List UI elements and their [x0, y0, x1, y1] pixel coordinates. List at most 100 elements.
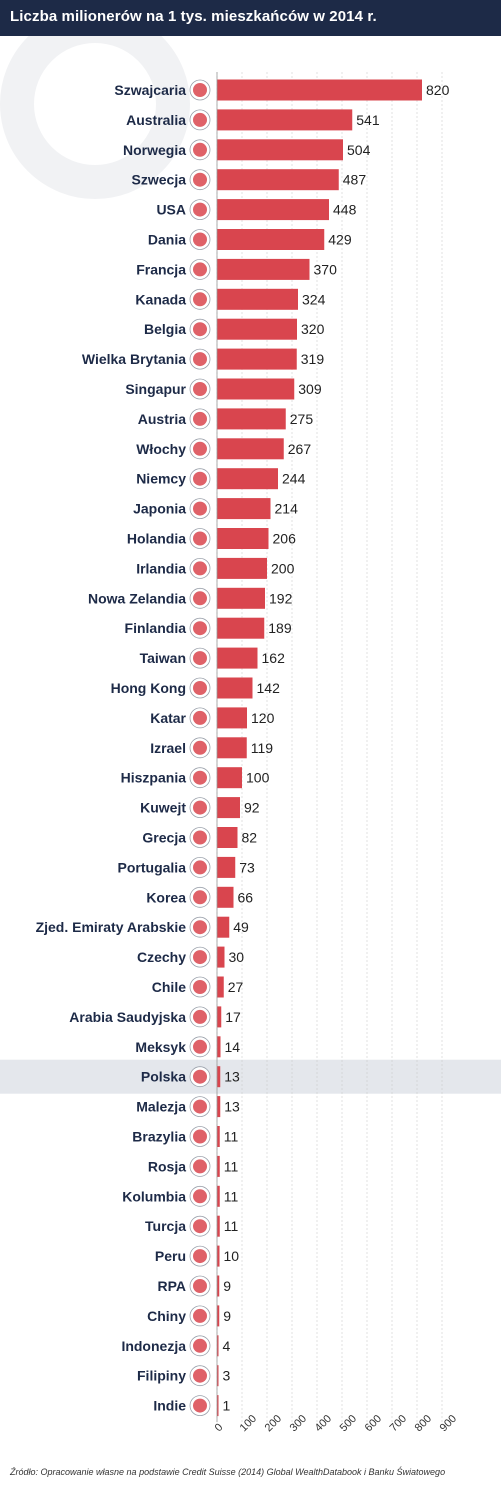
flag-emblem — [193, 740, 207, 755]
value-label: 11 — [224, 1218, 239, 1234]
value-label: 142 — [257, 680, 281, 696]
flag-emblem — [193, 800, 207, 815]
category-label: Hiszpania — [121, 770, 187, 786]
category-label: Niemcy — [136, 471, 186, 487]
bar — [217, 528, 269, 549]
taiwan-flag-icon — [189, 647, 211, 669]
category-label: Chile — [152, 979, 186, 995]
bar — [217, 647, 258, 669]
bar-chart: 0 100 200 300 400 500 600 700 800 900820Szwajcari… — [0, 36, 501, 1434]
category-label: Chiny — [147, 1308, 186, 1324]
bar — [217, 886, 234, 908]
category-label: USA — [156, 202, 186, 218]
x-tick-label: 100 — [238, 1413, 259, 1434]
flag-emblem — [193, 262, 207, 277]
japan-flag-icon — [189, 498, 211, 520]
denmark-flag-icon — [189, 229, 211, 250]
bar — [217, 976, 224, 998]
flag-emblem — [193, 1219, 207, 1234]
value-label: 275 — [290, 411, 314, 427]
value-label: 1 — [223, 1398, 231, 1414]
bar — [217, 737, 247, 759]
category-label: Grecja — [142, 830, 186, 846]
flag-emblem — [193, 1308, 207, 1323]
flag-emblem — [193, 1279, 207, 1293]
value-label: 73 — [239, 859, 255, 875]
flag-emblem — [193, 890, 207, 905]
italy-flag-icon — [189, 438, 211, 460]
category-label: Japonia — [133, 501, 186, 517]
value-label: 244 — [282, 471, 306, 487]
category-label: Peru — [155, 1248, 186, 1264]
value-label: 448 — [333, 202, 357, 218]
category-label: Rosja — [148, 1158, 186, 1174]
flag-emblem — [193, 950, 207, 965]
category-label: Kolumbia — [122, 1188, 186, 1204]
bar — [217, 408, 286, 430]
value-label: 820 — [426, 82, 450, 98]
x-tick-label: 700 — [388, 1413, 409, 1434]
ireland-flag-icon — [189, 558, 211, 579]
category-label: Kanada — [135, 291, 186, 307]
category-label: Austria — [138, 411, 186, 427]
value-label: 429 — [328, 232, 352, 248]
value-label: 13 — [224, 1099, 240, 1115]
russia-flag-icon — [189, 1156, 211, 1177]
value-label: 319 — [301, 351, 325, 367]
bar — [217, 1275, 220, 1297]
flag-emblem — [193, 1099, 207, 1114]
flag-emblem — [193, 411, 207, 426]
flag-emblem — [193, 1249, 207, 1264]
source-note: Źródło: Opracowanie własne na podstawie … — [10, 1467, 446, 1477]
category-label: Belgia — [144, 321, 186, 337]
highlight-row-band — [0, 1059, 501, 1094]
flag-emblem — [193, 531, 207, 546]
x-tick-label: 800 — [413, 1413, 434, 1434]
category-label: Portugalia — [118, 859, 187, 875]
value-label: 3 — [223, 1368, 231, 1384]
norway-flag-icon — [189, 139, 211, 161]
x-tick-label: 300 — [288, 1413, 309, 1434]
bar — [217, 1006, 222, 1028]
category-label: Australia — [126, 112, 186, 128]
sweden-flag-icon — [189, 169, 211, 191]
category-label: Turcja — [145, 1218, 186, 1234]
spain-flag-icon — [189, 767, 211, 789]
category-label: Czechy — [137, 949, 186, 965]
flag-emblem — [193, 1069, 207, 1084]
flag-emblem — [193, 860, 207, 875]
value-label: 309 — [298, 381, 322, 397]
category-label: Holandia — [127, 531, 186, 547]
flag-emblem — [193, 322, 207, 337]
category-label: Indonezja — [121, 1338, 186, 1354]
category-label: Indie — [153, 1398, 186, 1414]
india-flag-icon — [189, 1395, 211, 1416]
china-flag-icon — [189, 1305, 211, 1327]
value-label: 324 — [302, 291, 326, 307]
category-label: Francja — [136, 261, 186, 277]
australia-flag-icon — [189, 109, 211, 131]
bar — [217, 1395, 219, 1417]
category-label: Singapur — [125, 381, 186, 397]
saudi-arabia-flag-icon — [189, 1006, 211, 1028]
flag-emblem — [193, 591, 207, 606]
mexico-flag-icon — [189, 1036, 211, 1058]
flag-emblem — [193, 561, 207, 576]
value-label: 9 — [223, 1278, 231, 1294]
category-label: Finlandia — [125, 620, 187, 636]
bar — [217, 1365, 219, 1387]
value-label: 49 — [233, 919, 249, 935]
bar — [217, 438, 284, 460]
category-label: Filipiny — [137, 1368, 186, 1384]
category-label: Szwecja — [132, 172, 187, 188]
value-label: 100 — [246, 770, 270, 786]
bar — [217, 1305, 220, 1327]
flag-emblem — [193, 382, 207, 396]
x-tick-label: 900 — [438, 1413, 459, 1434]
bar — [217, 1096, 221, 1118]
flag-emblem — [193, 83, 207, 97]
switzerland-flag-icon — [189, 79, 211, 101]
austria-flag-icon — [189, 408, 211, 430]
category-label: Brazylia — [132, 1129, 186, 1145]
israel-flag-icon — [189, 737, 211, 759]
